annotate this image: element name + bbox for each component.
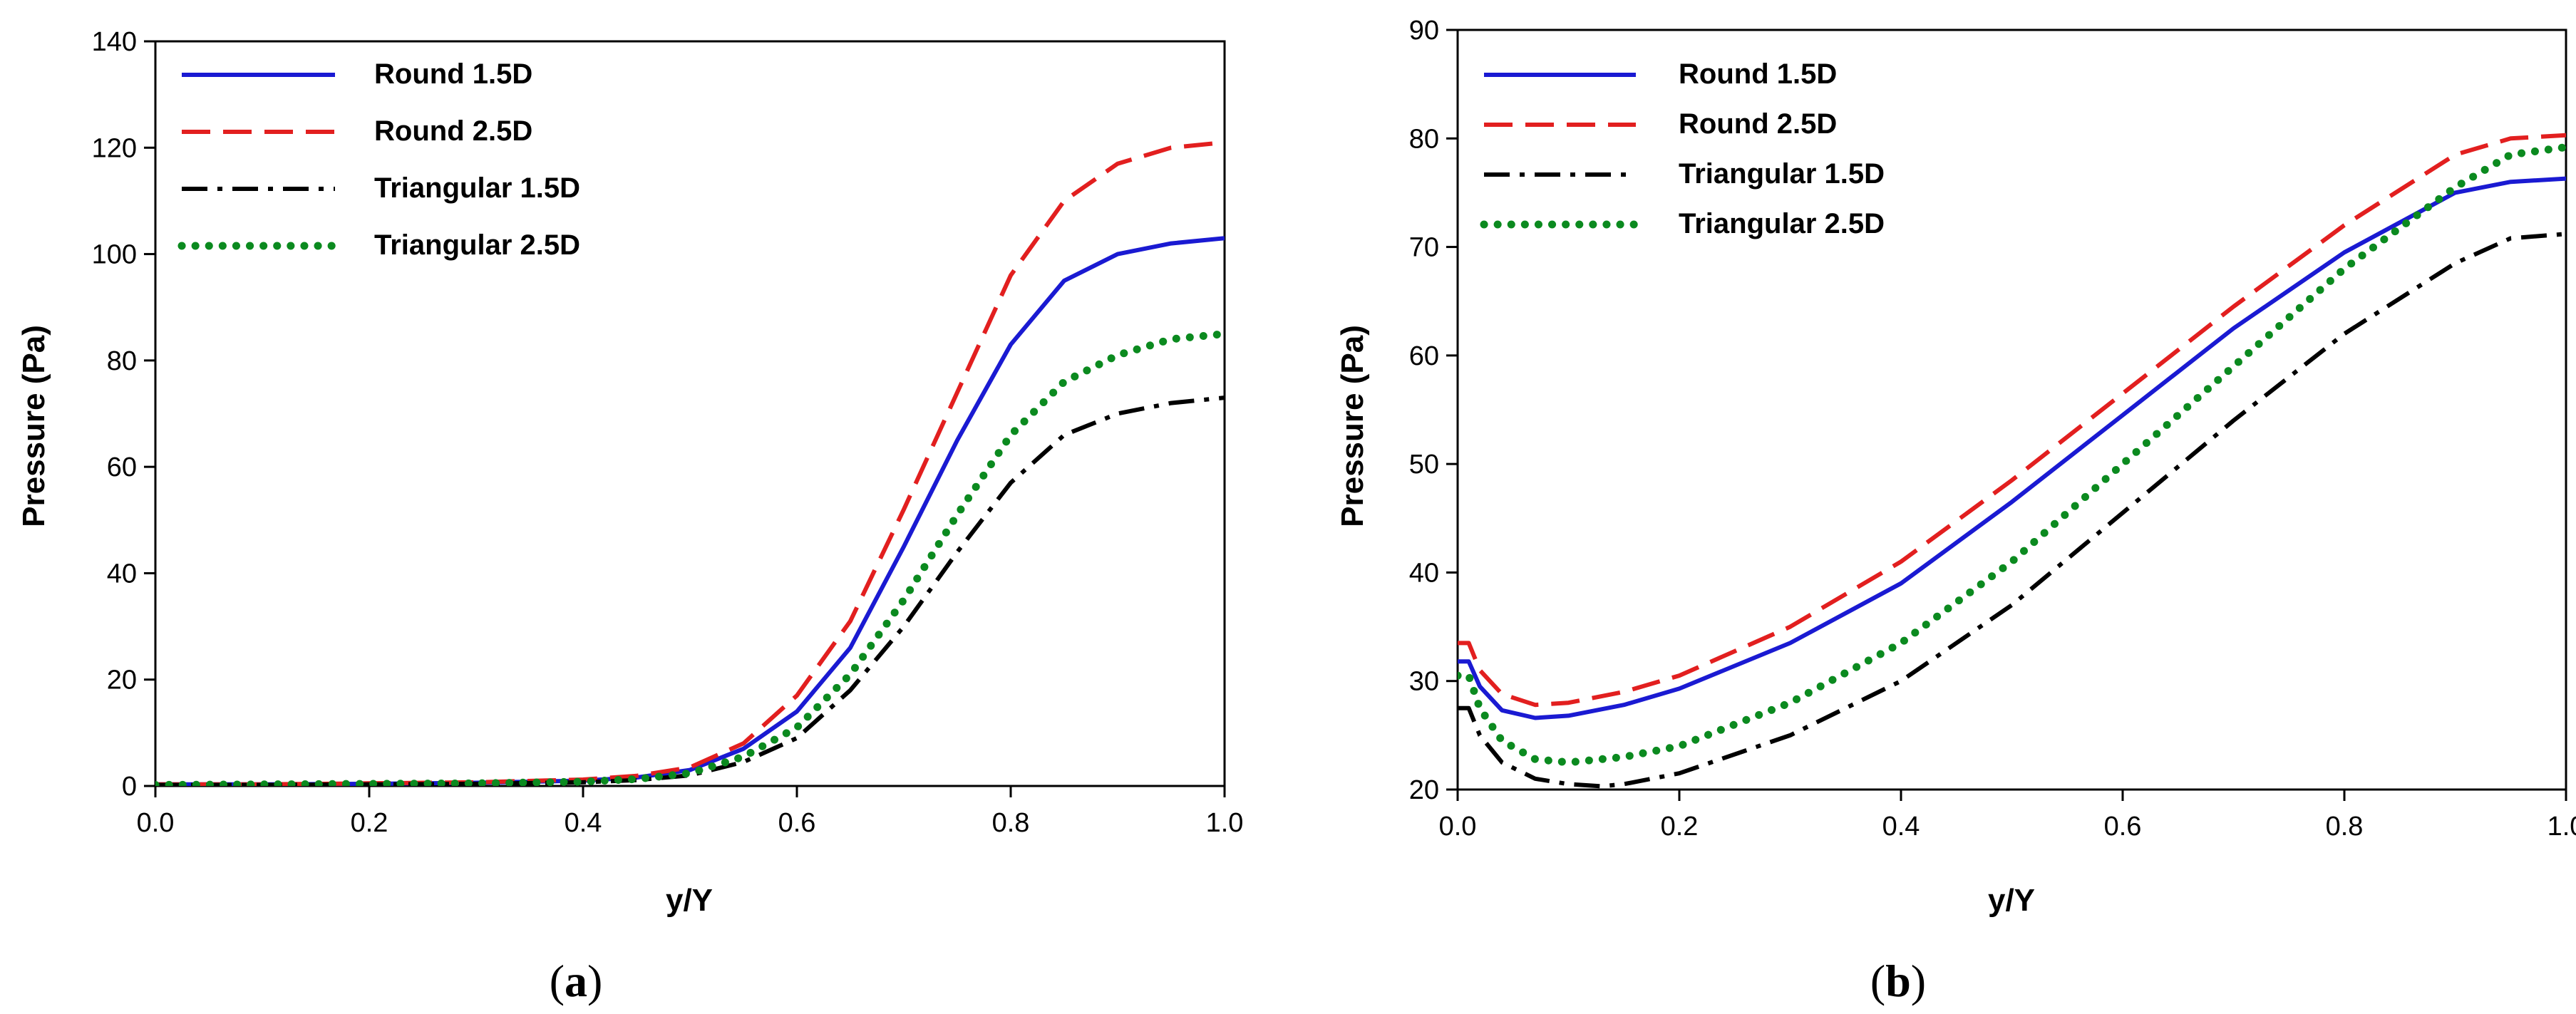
legend-a: Round 1.5D Round 2.5D Triangular 1.5D Tr… bbox=[177, 58, 580, 261]
panel-caption-b: (b) bbox=[1870, 956, 1926, 1006]
panel-caption-a: (a) bbox=[550, 956, 603, 1006]
y-tick-label: 40 bbox=[1409, 558, 1439, 588]
x-tick-label: 0.2 bbox=[351, 808, 388, 838]
y-tick-label: 20 bbox=[107, 666, 137, 695]
x-tick-label: 0.4 bbox=[565, 808, 602, 838]
legend-label-triangular-2-5d: Triangular 2.5D bbox=[374, 229, 580, 261]
plot-area-a: 0.0 0.2 0.4 0.6 0.8 1.0 0 20 40 60 80 100 120 140 bbox=[92, 27, 1244, 838]
y-tick-label: 40 bbox=[107, 559, 137, 589]
series-line-triangular-2-5d bbox=[155, 330, 1225, 786]
y-tick-label: 120 bbox=[92, 133, 137, 163]
series-line-round-2-5d bbox=[155, 140, 1225, 786]
x-tick-label: 0.6 bbox=[778, 808, 816, 838]
x-axis-label-a: y/Y bbox=[666, 883, 713, 918]
x-axis-label-b: y/Y bbox=[1988, 883, 2035, 918]
series-lines bbox=[155, 140, 1225, 786]
x-tick-label: 1.0 bbox=[1206, 808, 1244, 838]
y-tick-label: 50 bbox=[1409, 450, 1439, 480]
x-tick-label: 0.0 bbox=[1439, 812, 1477, 842]
series-line-triangular-2-5d bbox=[1458, 143, 2566, 767]
y-tick-label: 80 bbox=[107, 346, 137, 376]
caption-letter: b bbox=[1885, 956, 1911, 1006]
y-tick-label: 90 bbox=[1409, 16, 1439, 46]
x-tick-label: 0.6 bbox=[2104, 812, 2142, 842]
series-lines bbox=[1458, 133, 2566, 789]
caption-close-paren: ) bbox=[1911, 956, 1926, 1006]
plot-frame bbox=[1456, 29, 2567, 791]
caption-close-paren: ) bbox=[587, 956, 602, 1006]
plot-frame bbox=[154, 40, 1226, 787]
y-tick-label: 140 bbox=[92, 27, 137, 57]
chart-panel-b: 0.0 0.2 0.4 0.6 0.8 1.0 20 30 40 50 60 70 80 90 Round… bbox=[1335, 16, 2576, 1006]
y-tick-label: 30 bbox=[1409, 667, 1439, 697]
chart-panel-a: 0.0 0.2 0.4 0.6 0.8 1.0 0 20 40 60 80 100 120 140 Rou… bbox=[16, 27, 1243, 1006]
legend-label-round-2-5d: Round 2.5D bbox=[1679, 108, 1837, 140]
series-line-round-2-5d bbox=[1458, 133, 2566, 708]
x-tick-label: 0.8 bbox=[2326, 812, 2364, 842]
legend-b: Round 1.5D Round 2.5D Triangular 1.5D Tr… bbox=[1480, 58, 1885, 239]
x-tick-label: 0.0 bbox=[137, 808, 175, 838]
x-tick-label: 0.4 bbox=[1882, 812, 1920, 842]
x-tick-label: 0.2 bbox=[1661, 812, 1699, 842]
caption-letter: a bbox=[565, 956, 587, 1006]
plot-area-b: 0.0 0.2 0.4 0.6 0.8 1.0 20 30 40 50 60 70 80 90 bbox=[1409, 16, 2576, 842]
legend-label-round-2-5d: Round 2.5D bbox=[374, 115, 532, 147]
y-axis-label-a: Pressure (Pa) bbox=[16, 325, 51, 527]
y-tick-label: 20 bbox=[1409, 775, 1439, 805]
y-tick-label: 60 bbox=[107, 452, 137, 482]
x-tick-label: 1.0 bbox=[2547, 812, 2576, 842]
y-tick-label: 70 bbox=[1409, 233, 1439, 263]
y-tick-label: 100 bbox=[92, 240, 137, 270]
legend-label-round-1-5d: Round 1.5D bbox=[374, 58, 532, 90]
x-tick-label: 0.8 bbox=[992, 808, 1030, 838]
legend-label-triangular-1-5d: Triangular 1.5D bbox=[374, 172, 580, 204]
y-tick-label: 80 bbox=[1409, 124, 1439, 154]
y-axis-label-b: Pressure (Pa) bbox=[1335, 325, 1370, 527]
series-line-triangular-1-5d bbox=[155, 395, 1225, 786]
y-tick-label: 60 bbox=[1409, 341, 1439, 371]
series-line-triangular-1-5d bbox=[1458, 232, 2566, 789]
legend-label-triangular-1-5d: Triangular 1.5D bbox=[1679, 158, 1885, 190]
caption-open-paren: ( bbox=[1870, 956, 1885, 1006]
legend-label-round-1-5d: Round 1.5D bbox=[1679, 58, 1837, 90]
caption-open-paren: ( bbox=[550, 956, 565, 1006]
y-tick-label: 0 bbox=[122, 772, 137, 802]
legend-label-triangular-2-5d: Triangular 2.5D bbox=[1679, 208, 1885, 239]
series-line-round-1-5d bbox=[1458, 176, 2566, 720]
